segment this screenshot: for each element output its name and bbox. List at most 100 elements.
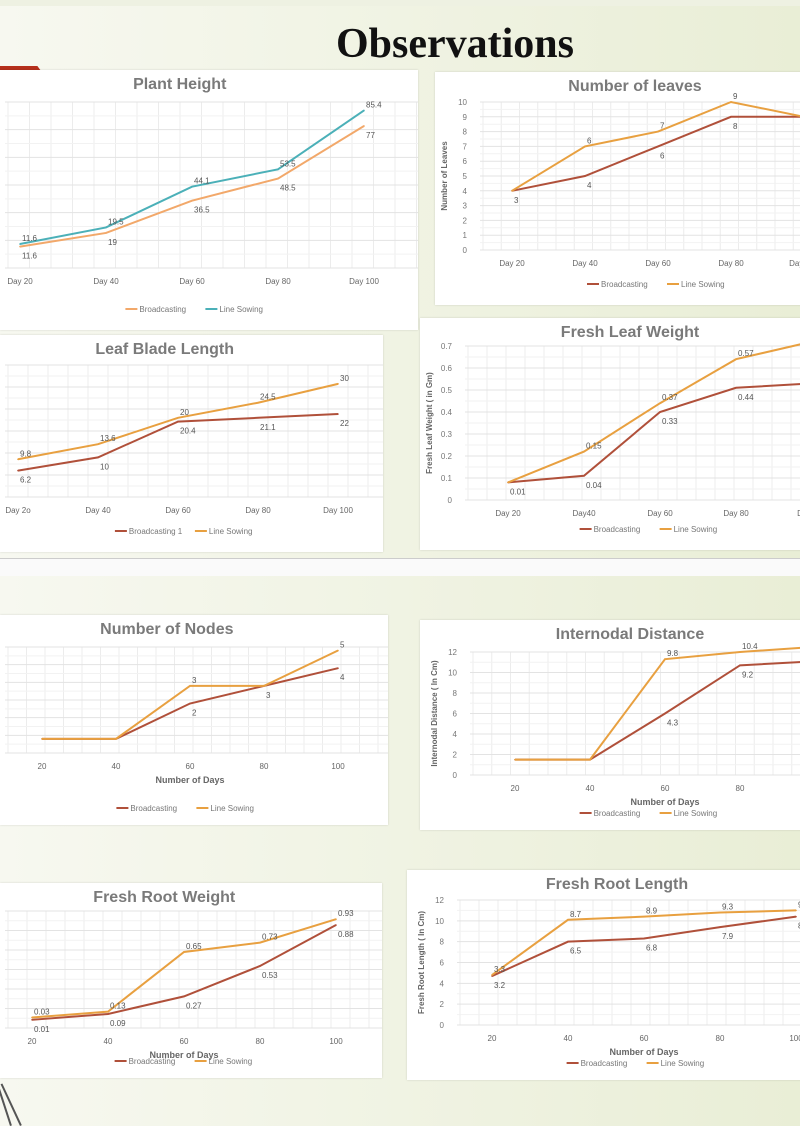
x-tick-label: 100: [331, 762, 345, 771]
chart-fresh-root-weight: Fresh Root Weight 20 40 60 80 100 Number of Da…: [0, 883, 382, 1078]
x-tick-label: Day 20: [499, 259, 525, 268]
chart-svg: Internodal Distance02468101220406080100I…: [430, 626, 800, 818]
data-point: [277, 168, 279, 171]
legend-entry: Broadcasting: [594, 809, 641, 818]
data-point: [337, 413, 339, 415]
data-label: 8.7: [570, 910, 582, 919]
data-label: 0.57: [738, 349, 754, 358]
x-axis-label: Number of Days: [149, 1050, 218, 1060]
data-point: [97, 456, 99, 459]
x-tick-label: Day 60: [647, 509, 673, 518]
x-tick-label: 20: [28, 1037, 37, 1046]
y-tick-label: 0.6: [441, 364, 453, 373]
y-tick-label: 2: [453, 751, 458, 760]
x-tick-label: 100: [329, 1037, 343, 1046]
data-label: 3: [266, 691, 271, 700]
data-label: 36.5: [194, 206, 210, 215]
x-tick-label: Day 20: [495, 509, 521, 518]
data-label: 6: [587, 136, 592, 145]
data-point: [589, 758, 591, 761]
legend-entry: Broadcasting: [139, 305, 186, 314]
x-tick-label: Day 100: [323, 506, 353, 515]
data-point: [191, 185, 193, 188]
y-tick-label: 6: [453, 710, 458, 719]
legend-entry: Broadcasting 1: [129, 527, 183, 536]
data-label: 20.4: [180, 427, 196, 436]
y-tick-label: 0.4: [441, 408, 453, 417]
x-tick-label: Day 40: [572, 259, 598, 268]
data-point: [657, 130, 659, 133]
chart-title: Fresh Root Length: [546, 876, 688, 893]
data-point: [31, 1016, 33, 1019]
data-point: [643, 915, 645, 918]
legend-entry: Line Sowing: [209, 1057, 253, 1066]
data-point: [730, 116, 732, 118]
data-label: 3: [514, 196, 519, 205]
x-tick-label: 80: [736, 784, 745, 793]
data-point: [105, 232, 107, 234]
y-axis-label: Fresh Leaf Weight ( in Gm): [425, 372, 434, 474]
data-point: [17, 458, 19, 461]
y-tick-label: 7: [463, 142, 468, 151]
data-label: 4: [340, 673, 345, 682]
chart-svg: Fresh Root Weight 20 40 60 80 100 Number of Da…: [5, 889, 382, 1066]
data-label: 9: [798, 900, 800, 909]
x-tick-label: Day40: [572, 509, 596, 518]
data-label: 85.4: [366, 100, 382, 109]
chart-title: Plant Height: [133, 76, 227, 93]
data-label: 0.01: [34, 1025, 50, 1034]
data-label: 0.09: [110, 1019, 126, 1028]
data-label: 20: [180, 408, 189, 417]
chart-title: Number of Nodes: [100, 621, 233, 638]
data-point: [643, 937, 645, 940]
series-line-line-sowing: [31, 918, 337, 1019]
y-tick-label: 4: [453, 730, 458, 739]
data-label: 24.5: [260, 393, 276, 402]
y-tick-label: 2: [440, 1000, 445, 1009]
data-label: 6.8: [646, 944, 658, 953]
data-label: 0.44: [738, 393, 754, 402]
data-point: [257, 417, 259, 419]
data-label: 0.15: [586, 442, 602, 451]
chart-svg: Fresh Root Length 0 2 4 6 8 10 12 20 40 60 80 100 Fre…: [417, 876, 800, 1068]
series-line-broadcasting: [515, 661, 800, 761]
y-tick-label: 1: [463, 231, 468, 240]
data-label: 10.4: [742, 642, 758, 651]
y-tick-label: 0: [448, 496, 453, 505]
legend-entry: Line Sowing: [681, 280, 725, 289]
y-tick-label: 12: [435, 896, 444, 905]
data-point: [659, 402, 661, 404]
y-tick-label: 8: [453, 689, 458, 698]
legend-entry: Line Sowing: [674, 525, 718, 534]
data-label: 6.5: [570, 947, 582, 956]
data-label: 0.13: [110, 1002, 126, 1011]
chart-svg: Number of Nodes 20 40 60 80 100 Number of Days…: [5, 621, 388, 813]
data-label: 9.2: [742, 670, 754, 679]
x-tick-label: 60: [640, 1034, 649, 1043]
data-label: 0.27: [186, 1001, 202, 1010]
x-tick-label: Day 100: [797, 509, 800, 518]
data-point: [335, 918, 337, 920]
data-label: 3.2: [494, 981, 506, 990]
y-tick-label: 0.7: [441, 342, 453, 351]
data-label: 8.9: [646, 907, 658, 916]
data-point: [105, 226, 107, 229]
data-point: [19, 243, 21, 245]
data-label: 6: [660, 151, 665, 160]
x-tick-label: Day 40: [93, 277, 119, 286]
series-line-line-sowing: [491, 909, 797, 976]
data-point: [335, 924, 337, 926]
y-tick-label: 3: [463, 202, 468, 211]
chart-svg: Leaf Blade Length Day 2o Day 40 Day 60 Day 8…: [5, 341, 383, 536]
x-tick-label: 80: [260, 762, 269, 771]
data-point: [719, 911, 721, 914]
data-point: [657, 145, 659, 148]
data-point: [659, 411, 661, 413]
data-point: [583, 450, 585, 453]
y-axis-label: Internodal Distance ( In Cm): [430, 660, 439, 767]
legend-entry: Line Sowing: [219, 305, 263, 314]
chart-internodal-distance: Internodal Distance02468101220406080100I…: [420, 620, 800, 830]
data-point: [730, 101, 732, 103]
x-tick-label: 60: [661, 784, 670, 793]
x-tick-label: 80: [716, 1034, 725, 1043]
